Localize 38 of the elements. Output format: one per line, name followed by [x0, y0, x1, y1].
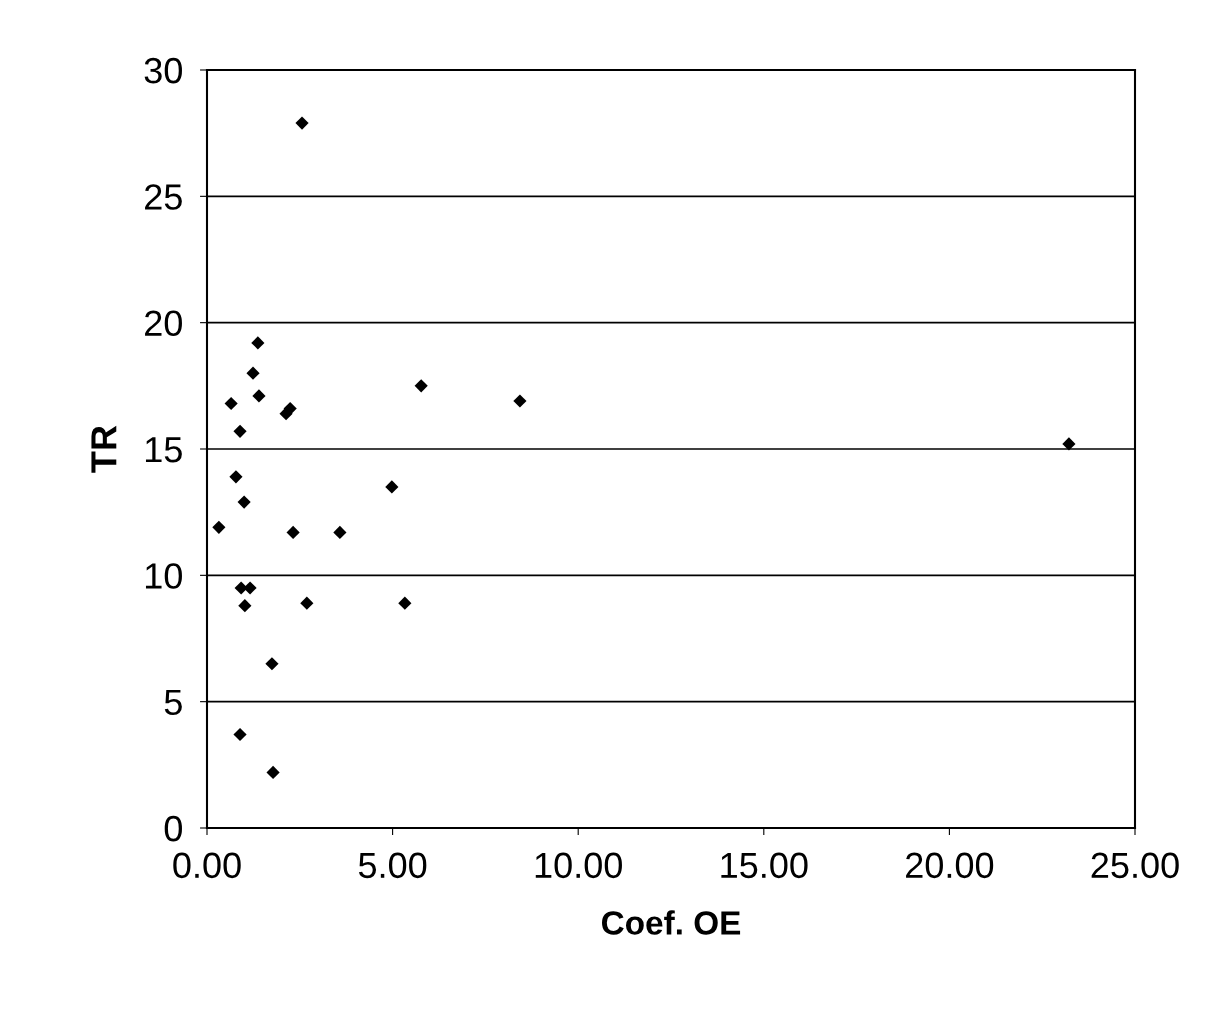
y-tick-label: 30: [144, 57, 182, 84]
point: [295, 116, 309, 130]
point: [246, 366, 260, 380]
point: [224, 396, 238, 411]
point: [243, 581, 257, 595]
point: [300, 596, 314, 610]
point: [385, 480, 399, 494]
point: [266, 765, 280, 779]
point: [237, 495, 251, 509]
y-axis-title: TR: [91, 425, 117, 473]
point: [333, 525, 347, 539]
point: [233, 727, 247, 742]
point: [229, 470, 243, 484]
x-tick-label: 10.00: [535, 852, 622, 879]
point: [398, 596, 412, 610]
y-tick-label: 0: [164, 815, 182, 842]
point: [414, 379, 428, 393]
point: [286, 525, 300, 539]
point: [265, 657, 279, 671]
point: [513, 394, 527, 408]
x-tick-label: 25.00: [1091, 852, 1179, 879]
point: [279, 407, 293, 421]
point: [212, 520, 226, 534]
point: [251, 336, 265, 350]
y-tick-label: 25: [145, 184, 182, 210]
x-tick-label: 20.00: [906, 852, 994, 879]
y-tick-label: 10: [145, 563, 182, 589]
x-tick-label: 15.00: [721, 852, 808, 879]
point: [252, 389, 266, 403]
x-axis-title: Coef. OE: [601, 910, 741, 935]
point: [1062, 437, 1076, 451]
x-tick-label: 5.00: [358, 852, 427, 879]
y-tick-label: 20: [145, 310, 182, 337]
point: [238, 599, 252, 613]
y-tick-label: 15: [145, 437, 182, 463]
y-tick-label: 5: [164, 689, 182, 716]
point: [233, 424, 247, 438]
x-tick-label: 0.00: [173, 852, 241, 879]
